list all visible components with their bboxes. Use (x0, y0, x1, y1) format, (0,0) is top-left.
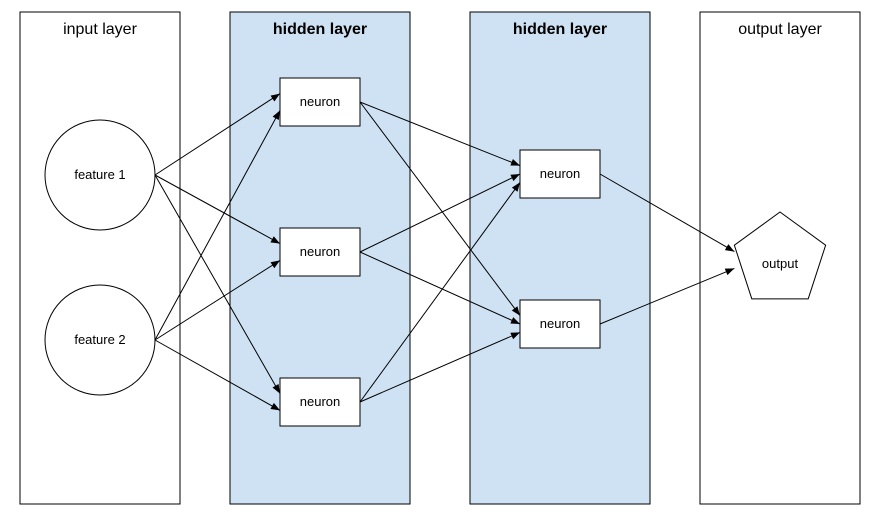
node-label-h1b: neuron (300, 244, 340, 259)
node-label-out: output (762, 256, 799, 271)
node-f1: feature 1 (45, 120, 155, 230)
node-f2: feature 2 (45, 285, 155, 395)
layer-title-output: output layer (738, 21, 822, 38)
layer-input: input layer (20, 12, 180, 504)
layer-hidden2: hidden layer (470, 12, 650, 504)
node-label-h1c: neuron (300, 394, 340, 409)
neural-network-diagram: input layer hidden layer hidden layer outpu… (0, 0, 882, 516)
node-label-h1a: neuron (300, 94, 340, 109)
node-label-h2a: neuron (540, 166, 580, 181)
layer-title-hidden2: hidden layer (513, 21, 607, 38)
node-h1c: neuron (280, 378, 360, 426)
node-h2b: neuron (520, 300, 600, 348)
node-label-f1: feature 1 (74, 167, 125, 182)
node-label-h2b: neuron (540, 316, 580, 331)
layer-title-hidden1: hidden layer (273, 21, 367, 38)
node-h2a: neuron (520, 150, 600, 198)
node-label-f2: feature 2 (74, 332, 125, 347)
node-h1b: neuron (280, 228, 360, 276)
layer-title-input: input layer (63, 21, 137, 38)
node-h1a: neuron (280, 78, 360, 126)
